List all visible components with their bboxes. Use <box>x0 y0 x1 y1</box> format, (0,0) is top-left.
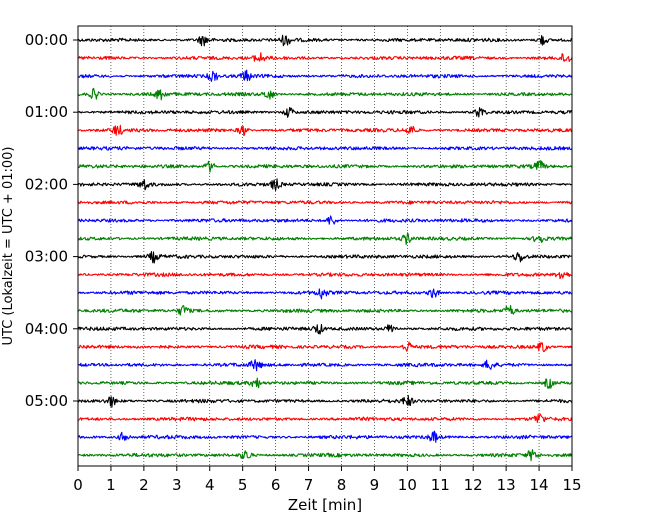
seismic-trace <box>77 251 573 264</box>
x-tick-label: 11 <box>431 476 450 494</box>
x-tick-label: 8 <box>337 476 347 494</box>
x-tick-label: 2 <box>139 476 149 494</box>
x-tick-label: 15 <box>562 476 581 494</box>
seismic-trace <box>77 34 573 47</box>
x-tick-label: 9 <box>370 476 380 494</box>
seismic-trace <box>77 106 573 118</box>
y-tick-label: 03:00 <box>25 248 68 266</box>
y-tick-label: 05:00 <box>25 392 68 410</box>
x-tick-label: 0 <box>73 476 83 494</box>
seismic-trace <box>77 271 573 280</box>
grid-lines <box>110 26 540 466</box>
seismic-traces <box>77 34 573 462</box>
x-tick-label: 3 <box>172 476 182 494</box>
seismic-trace <box>77 124 573 137</box>
seismic-trace <box>77 449 573 462</box>
seismic-trace <box>77 377 573 389</box>
seismic-trace <box>77 215 573 225</box>
seismic-trace <box>77 323 573 335</box>
y-tick-label: 00:00 <box>25 31 68 49</box>
x-tick-label: 14 <box>530 476 549 494</box>
x-tick-label: 1 <box>106 476 116 494</box>
seismic-trace <box>77 146 573 151</box>
seismic-trace <box>77 160 573 173</box>
x-axis-ticks: 0 1 2 3 4 5 6 7 8 9 10 11 12 13 14 15 <box>73 466 582 494</box>
x-tick-label: 13 <box>497 476 516 494</box>
x-tick-label: 7 <box>304 476 314 494</box>
seismic-trace <box>77 232 573 246</box>
y-tick-label: 01:00 <box>25 103 68 121</box>
seismic-trace <box>77 288 573 300</box>
seismic-trace <box>77 52 573 62</box>
x-tick-label: 5 <box>238 476 248 494</box>
x-tick-label: 4 <box>205 476 215 494</box>
y-axis-ticks: 00:00 01:00 02:00 03:00 04:00 05:00 <box>25 31 78 410</box>
y-tick-label: 02:00 <box>25 175 68 193</box>
x-tick-label: 12 <box>464 476 483 494</box>
y-tick-label: 04:00 <box>25 320 68 338</box>
x-axis-label: Zeit [min] <box>288 496 362 514</box>
x-tick-label: 10 <box>398 476 417 494</box>
x-tick-label: 6 <box>271 476 281 494</box>
seismic-trace <box>77 395 573 408</box>
seismic-trace <box>77 178 573 191</box>
seismic-trace <box>78 304 573 316</box>
seismic-trace <box>77 69 573 82</box>
seismic-trace <box>77 359 573 372</box>
seismic-trace <box>77 413 573 423</box>
seismic-trace <box>77 430 573 443</box>
seismic-trace <box>77 341 573 353</box>
plot-frame <box>77 25 573 467</box>
y-axis-label: UTC (Lokalzeit = UTC + 01:00) <box>1 147 16 346</box>
seismic-trace <box>77 200 573 205</box>
seismic-trace <box>77 87 573 101</box>
